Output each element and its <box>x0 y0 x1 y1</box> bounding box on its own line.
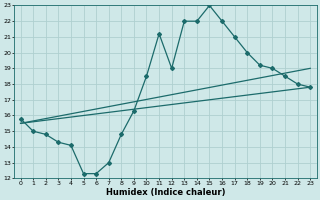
X-axis label: Humidex (Indice chaleur): Humidex (Indice chaleur) <box>106 188 225 197</box>
